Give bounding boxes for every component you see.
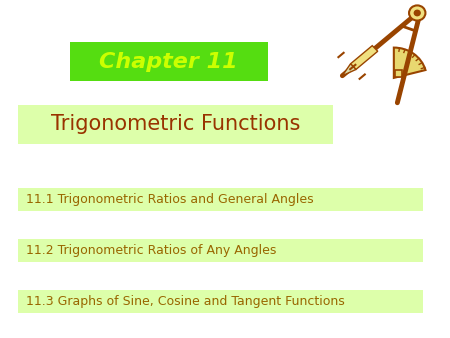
FancyBboxPatch shape [70,42,268,81]
Polygon shape [342,64,356,76]
Wedge shape [394,48,426,78]
FancyBboxPatch shape [18,239,423,262]
Polygon shape [351,46,378,69]
FancyBboxPatch shape [395,70,402,77]
Text: 11.3 Graphs of Sine, Cosine and Tangent Functions: 11.3 Graphs of Sine, Cosine and Tangent … [26,295,345,308]
FancyBboxPatch shape [18,188,423,211]
Text: Chapter 11: Chapter 11 [99,52,238,72]
Text: Trigonometric Functions: Trigonometric Functions [51,114,300,134]
Circle shape [409,5,425,21]
Circle shape [414,10,420,16]
Text: 11.2 Trigonometric Ratios of Any Angles: 11.2 Trigonometric Ratios of Any Angles [26,244,276,257]
FancyBboxPatch shape [18,105,333,144]
Text: 11.1 Trigonometric Ratios and General Angles: 11.1 Trigonometric Ratios and General An… [26,193,314,206]
FancyBboxPatch shape [18,290,423,313]
